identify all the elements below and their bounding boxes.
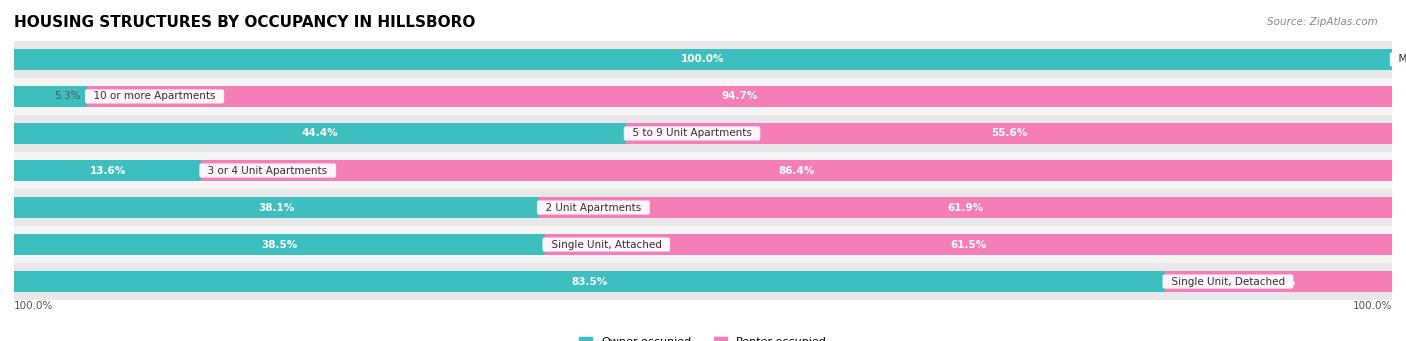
Text: Mobile Home / Other: Mobile Home / Other xyxy=(1392,55,1406,64)
Bar xyxy=(14,234,544,255)
Text: Single Unit, Detached: Single Unit, Detached xyxy=(1164,277,1291,286)
Text: 86.4%: 86.4% xyxy=(779,165,815,176)
Bar xyxy=(544,234,1392,255)
Bar xyxy=(14,41,1392,78)
Text: 0.0%: 0.0% xyxy=(1399,55,1406,64)
Text: 5 to 9 Unit Apartments: 5 to 9 Unit Apartments xyxy=(626,129,758,138)
Text: 38.1%: 38.1% xyxy=(259,203,295,212)
Text: 83.5%: 83.5% xyxy=(571,277,607,286)
Text: Source: ZipAtlas.com: Source: ZipAtlas.com xyxy=(1267,17,1378,27)
Text: 3 or 4 Unit Apartments: 3 or 4 Unit Apartments xyxy=(201,165,335,176)
Bar xyxy=(14,78,1392,115)
Text: 61.5%: 61.5% xyxy=(950,239,987,250)
Text: 13.6%: 13.6% xyxy=(90,165,127,176)
Text: 16.5%: 16.5% xyxy=(1260,277,1296,286)
Text: HOUSING STRUCTURES BY OCCUPANCY IN HILLSBORO: HOUSING STRUCTURES BY OCCUPANCY IN HILLS… xyxy=(14,15,475,30)
Bar xyxy=(14,49,1392,70)
Bar xyxy=(14,271,1164,292)
Bar xyxy=(14,197,538,218)
Bar xyxy=(538,197,1392,218)
Text: 94.7%: 94.7% xyxy=(721,91,758,102)
Bar xyxy=(14,160,201,181)
Bar xyxy=(201,160,1392,181)
Text: Single Unit, Attached: Single Unit, Attached xyxy=(544,239,668,250)
Text: 100.0%: 100.0% xyxy=(682,55,724,64)
Text: 44.4%: 44.4% xyxy=(302,129,339,138)
Bar xyxy=(1164,271,1392,292)
Bar xyxy=(626,123,1392,144)
Bar xyxy=(14,86,87,107)
Text: 38.5%: 38.5% xyxy=(262,239,298,250)
Bar xyxy=(87,86,1392,107)
Bar xyxy=(14,123,626,144)
Text: 2 Unit Apartments: 2 Unit Apartments xyxy=(538,203,648,212)
Bar xyxy=(14,115,1392,152)
Text: 5.3%: 5.3% xyxy=(53,91,80,102)
Legend: Owner-occupied, Renter-occupied: Owner-occupied, Renter-occupied xyxy=(575,332,831,341)
Bar xyxy=(14,263,1392,300)
Text: 10 or more Apartments: 10 or more Apartments xyxy=(87,91,222,102)
Text: 61.9%: 61.9% xyxy=(948,203,984,212)
Bar xyxy=(14,152,1392,189)
Bar xyxy=(14,189,1392,226)
Text: 55.6%: 55.6% xyxy=(991,129,1026,138)
Text: 100.0%: 100.0% xyxy=(14,301,53,311)
Text: 100.0%: 100.0% xyxy=(1353,301,1392,311)
Bar xyxy=(14,226,1392,263)
